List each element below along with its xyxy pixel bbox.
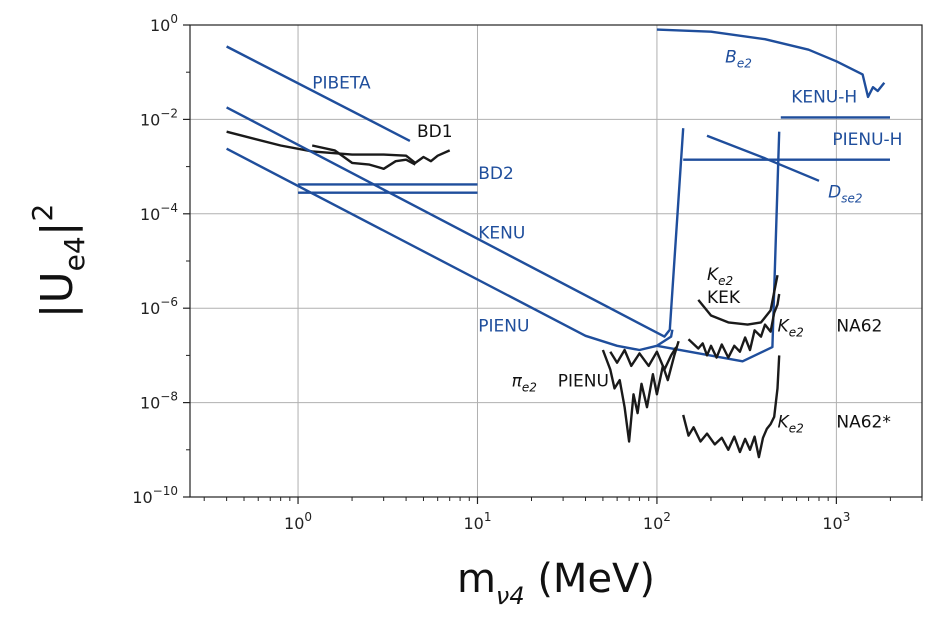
series-ke2-na62 xyxy=(682,355,781,459)
series-layer xyxy=(226,28,890,459)
curve-sublabel: Ke2 xyxy=(778,317,804,340)
series-16 xyxy=(609,346,678,371)
curve-sublabel: Dse2 xyxy=(828,183,862,206)
y-tick-label: 10−10 xyxy=(132,484,178,507)
axis-titles: mν4 (MeV) |Ue4|2 xyxy=(26,204,655,610)
series-ke2-na62 xyxy=(687,293,781,359)
ticks: 100 101 102 103 100 10−2 10−4 10−6 10−8 10−10 xyxy=(132,12,923,533)
curve-label: PIENU-H xyxy=(832,130,902,150)
x-tick-label: 101 xyxy=(463,510,491,533)
x-tick-label: 103 xyxy=(822,510,850,533)
curve-label: KENU-H xyxy=(791,87,857,107)
series-kenu xyxy=(226,106,685,338)
curve-label: NA62 xyxy=(836,317,882,337)
curve-label: PIENU xyxy=(558,371,609,391)
curve-label: KEK xyxy=(707,288,741,308)
y-tick-label: 10−6 xyxy=(140,295,178,318)
series-2 xyxy=(311,144,416,170)
y-tick-label: 10−8 xyxy=(140,390,178,413)
curve-label: PIENU xyxy=(478,317,529,337)
series-pienu xyxy=(226,147,674,352)
curve-label: PIBETA xyxy=(312,74,371,94)
curve-sublabel: Be2 xyxy=(725,48,752,71)
curve-sublabel: Ke2 xyxy=(707,265,733,288)
series-7 xyxy=(656,131,781,363)
curve-label: NA62* xyxy=(836,412,890,432)
annotations: PIBETA BD1 BD2 KENU PIENU KEK NA62 NA62* PIENU KE… xyxy=(312,48,902,436)
x-axis-title: mν4 (MeV) xyxy=(457,556,655,610)
series-e2-pienu xyxy=(601,340,680,443)
series-dse2 xyxy=(706,134,820,182)
series-pibeta xyxy=(226,45,411,142)
y-tick-label: 10−2 xyxy=(140,106,178,129)
curve-label: BD2 xyxy=(478,164,514,184)
curve-label: BD1 xyxy=(417,122,453,142)
series-be2 xyxy=(656,28,886,99)
x-tick-label: 102 xyxy=(643,510,671,533)
y-tick-label: 10−4 xyxy=(140,201,178,224)
y-tick-label: 100 xyxy=(150,12,178,35)
curve-sublabel: πe2 xyxy=(512,371,537,394)
series-ke2-kek xyxy=(697,274,779,326)
series-bd1 xyxy=(226,130,451,165)
curve-sublabel: Ke2 xyxy=(778,412,804,435)
y-axis-title: |Ue4|2 xyxy=(26,204,91,319)
curve-label: KENU xyxy=(478,223,525,243)
x-tick-label: 100 xyxy=(284,510,312,533)
